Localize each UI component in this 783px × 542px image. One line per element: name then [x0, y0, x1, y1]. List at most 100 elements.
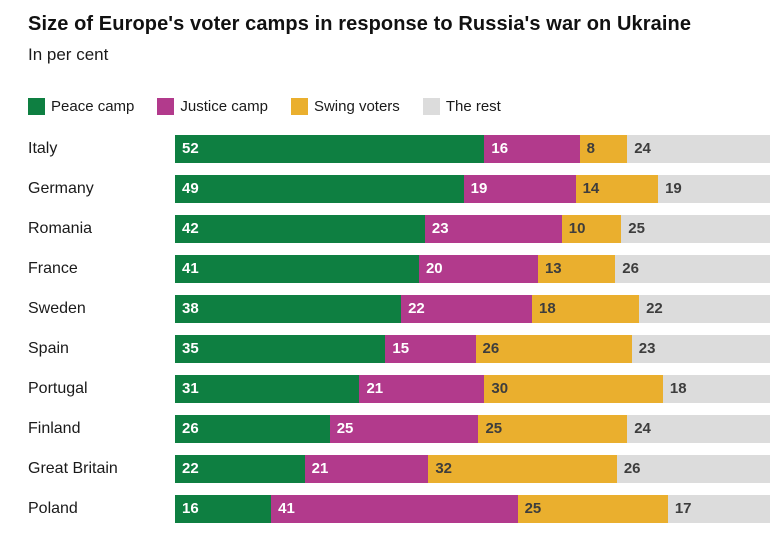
bar-value-label: 8 [586, 140, 595, 158]
bar-row: France 41 20 13 26 [28, 255, 770, 284]
bar-segment: 16 [484, 135, 580, 164]
bar-segment: 26 [175, 415, 330, 444]
bar-segment: 22 [639, 295, 770, 324]
bar-segment: 17 [667, 495, 770, 524]
bar-value-label: 10 [568, 220, 586, 238]
bar-segment: 24 [627, 135, 770, 164]
bar-value-label: 23 [638, 340, 656, 358]
bar-value-label: 14 [582, 180, 600, 198]
bar-segment: 22 [175, 455, 305, 484]
bar-value-label: 19 [470, 180, 488, 198]
bar-value-label: 16 [182, 500, 199, 518]
bar-value-label: 41 [278, 500, 295, 518]
bar-segment: 23 [631, 335, 771, 364]
bar-value-label: 25 [524, 500, 542, 518]
bar-segment: 25 [329, 415, 479, 444]
legend-label: Swing voters [313, 97, 400, 115]
chart-title: Size of Europe's voter camps in response… [28, 13, 692, 35]
bar-value-label: 17 [674, 500, 692, 518]
bar-track: 22 21 32 26 [175, 455, 771, 484]
bar-row: Sweden 38 22 18 22 [28, 295, 770, 324]
country-label: Portugal [28, 380, 88, 398]
legend-item: Swing voters [290, 97, 400, 115]
bar-segment: 49 [175, 175, 464, 204]
bar-segment: 19 [658, 175, 770, 204]
legend-label: The rest [445, 97, 501, 115]
legend-item: The rest [422, 97, 501, 115]
bar-value-label: 32 [435, 460, 453, 478]
legend-swatch-icon [290, 97, 308, 115]
chart-rows: Italy 52 16 8 24 Germany 49 19 14 19 Romania 42 23 10… [28, 135, 771, 535]
bar-segment: 35 [175, 335, 386, 364]
bar-value-label: 15 [392, 340, 410, 358]
country-label: Germany [28, 180, 94, 198]
bar-track: 16 41 25 17 [175, 495, 770, 524]
bar-value-label: 20 [425, 260, 443, 278]
bar-segment: 25 [517, 495, 668, 524]
bar-segment: 24 [627, 415, 770, 444]
chart-legend: Peace camp Justice camp Swing voters The re… [28, 97, 770, 115]
bar-value-label: 26 [622, 260, 639, 278]
bar-row: Finland 26 25 25 24 [28, 415, 770, 444]
legend-label: Justice camp [180, 97, 268, 115]
bar-segment: 25 [621, 215, 770, 244]
bar-value-label: 16 [491, 140, 509, 158]
bar-value-label: 52 [182, 140, 199, 158]
bar-value-label: 22 [182, 460, 199, 478]
bar-value-label: 31 [182, 380, 199, 398]
bar-value-label: 35 [182, 340, 199, 358]
country-label: Sweden [28, 300, 86, 318]
bar-value-label: 24 [634, 420, 651, 438]
bar-segment: 41 [175, 255, 419, 284]
legend-item: Peace camp [28, 97, 135, 115]
bar-segment: 21 [304, 455, 429, 484]
bar-value-label: 26 [623, 460, 641, 478]
country-label: Great Britain [28, 460, 118, 478]
legend-swatch-icon [28, 97, 45, 115]
bar-value-label: 30 [491, 380, 509, 398]
bar-segment: 18 [662, 375, 770, 404]
bar-track: 49 19 14 19 [175, 175, 770, 204]
bar-value-label: 25 [485, 420, 503, 438]
bar-value-label: 18 [539, 300, 556, 318]
legend-swatch-icon [157, 97, 175, 115]
bar-value-label: 22 [408, 300, 425, 318]
country-label: France [28, 260, 78, 278]
bar-row: Romania 42 23 10 25 [28, 215, 770, 244]
bar-track: 26 25 25 24 [175, 415, 770, 444]
bar-segment: 21 [359, 375, 485, 404]
bar-segment: 38 [175, 295, 402, 324]
bar-segment: 42 [175, 215, 425, 244]
country-label: Spain [28, 340, 69, 358]
legend-label: Peace camp [51, 97, 135, 115]
bar-value-label: 26 [182, 420, 199, 438]
bar-track: 38 22 18 22 [175, 295, 770, 324]
bar-segment: 18 [532, 295, 640, 324]
legend-item: Justice camp [157, 97, 268, 115]
bar-value-label: 21 [311, 460, 329, 478]
bar-row: Poland 16 41 25 17 [28, 495, 770, 524]
legend-swatch-icon [422, 97, 440, 115]
bar-track: 52 16 8 24 [175, 135, 770, 164]
country-label: Italy [28, 140, 58, 158]
bar-segment: 10 [561, 215, 622, 244]
bar-track: 35 15 26 23 [175, 335, 771, 364]
bar-value-label: 42 [182, 220, 199, 238]
bar-segment: 8 [579, 135, 628, 164]
bar-value-label: 21 [366, 380, 384, 398]
bar-segment: 26 [475, 335, 632, 364]
bar-segment: 31 [175, 375, 360, 404]
bar-value-label: 38 [182, 300, 199, 318]
bar-value-label: 25 [628, 220, 645, 238]
country-label: Poland [28, 500, 78, 518]
bar-segment: 16 [175, 495, 272, 524]
bar-value-label: 19 [665, 180, 682, 198]
bar-row: Italy 52 16 8 24 [28, 135, 770, 164]
chart-subtitle: In per cent [28, 45, 109, 64]
country-label: Finland [28, 420, 81, 438]
bar-segment: 15 [385, 335, 476, 364]
bar-segment: 22 [401, 295, 532, 324]
bar-value-label: 18 [669, 380, 687, 398]
bar-segment: 41 [271, 495, 518, 524]
